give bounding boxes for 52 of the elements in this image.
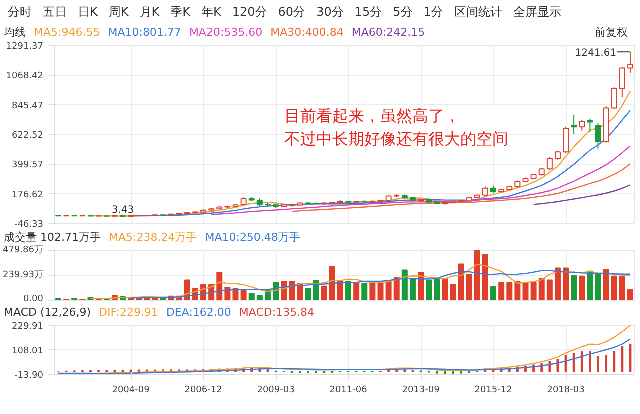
text: MA60:242.15 — [352, 26, 426, 39]
y-tick-label: 176.62 — [12, 190, 44, 200]
text: 周K — [108, 5, 129, 19]
y-tick-label: 479.86万 — [3, 246, 44, 256]
x-tick-label: 2013-09 — [402, 386, 440, 396]
text: 全屏显示 — [513, 5, 562, 19]
y-tick-label: 622.52 — [12, 131, 44, 141]
x-tick-label: 2018-03 — [547, 386, 585, 396]
text: 日K — [78, 5, 98, 19]
x-tick-label: 2011-06 — [330, 386, 368, 396]
y-tick-label: 239.93万 — [3, 270, 44, 280]
text: 年K — [202, 5, 222, 19]
x-tick-label: 2004-09 — [112, 386, 150, 396]
text: 五日 — [43, 5, 67, 19]
annotation: 3.43 — [112, 204, 134, 216]
y-tick-label: 1068.42 — [6, 72, 44, 82]
y-tick-label: 0.00 — [23, 294, 44, 304]
text: 分时 — [8, 5, 32, 19]
text: 1分 — [424, 5, 444, 19]
x-tick-label: 2015-12 — [474, 386, 512, 396]
y-tick-label: 399.57 — [12, 160, 44, 171]
text: 60分 — [278, 5, 306, 19]
x-tick-label: 2006-12 — [184, 386, 222, 396]
text: MA5:238.24万手 — [109, 231, 198, 244]
text: MA30:400.84 — [270, 26, 344, 39]
annotation: 1241.61 — [575, 48, 617, 60]
y-tick-label: -46.33 — [14, 220, 44, 230]
text: MA20:535.60 — [189, 26, 263, 39]
text: 120分 — [232, 5, 268, 19]
text: 30分 — [316, 5, 344, 19]
chart-title: 成交量 102.71万手 — [4, 231, 101, 244]
chart-title: MACD (12,26,9) — [4, 306, 92, 319]
text: 区间统计 — [454, 5, 502, 19]
y-tick-label: 845.47 — [12, 101, 44, 112]
text: 5分 — [393, 5, 413, 19]
y-tick-label: 1291.37 — [6, 42, 44, 52]
annotation: 目前看起来，虽然高了，不过中长期好像还有很大的空间 — [284, 106, 508, 148]
y-tick-label: 229.91 — [12, 322, 44, 332]
y-tick-label: 108.01 — [12, 346, 44, 356]
text: 季K — [170, 5, 190, 19]
text: 月K — [140, 5, 160, 19]
text: MACD:135.84 — [239, 306, 315, 319]
x-tick-label: 2009-03 — [257, 386, 295, 396]
text: DEA:162.00 — [166, 306, 232, 319]
text: MA10:250.48万手 — [205, 231, 300, 244]
text: MA10:801.77 — [108, 26, 182, 39]
legend-title: 均线 — [4, 26, 26, 39]
y-tick-label: -13.90 — [14, 371, 44, 381]
text: 15分 — [354, 5, 382, 19]
text: DIF:229.91 — [99, 306, 158, 319]
text: 前复权 — [595, 25, 628, 41]
text: MA5:946.55 — [34, 26, 100, 39]
